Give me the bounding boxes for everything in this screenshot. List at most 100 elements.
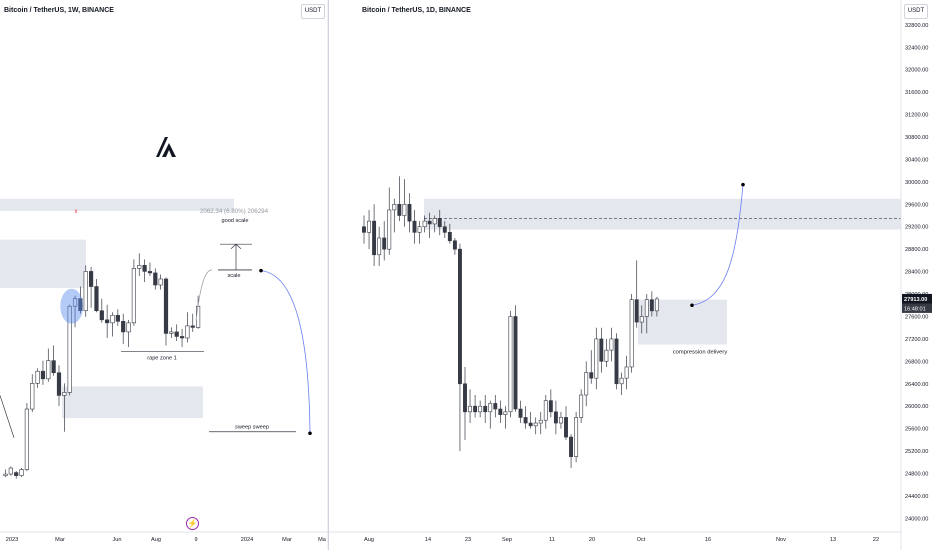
candle-body — [362, 226, 366, 233]
candle-body — [417, 226, 422, 233]
y-tick-label: 31600.00 — [905, 90, 928, 96]
logo-stroke — [162, 143, 176, 157]
candle-body — [115, 314, 120, 322]
candle-body — [629, 299, 634, 368]
x-tick-label: 22 — [873, 537, 879, 543]
trend-line — [0, 395, 15, 438]
path-node — [741, 182, 745, 187]
candle-body — [126, 322, 131, 333]
candle-body — [483, 405, 488, 413]
measure-readout: 2062.34 (6.80%) 206294 — [200, 208, 269, 215]
right-zones — [424, 198, 901, 345]
left-chart-canvas[interactable]: x 2062.34 (6.80%) 206294 good scale scale ra… — [0, 0, 328, 550]
right-chart-title: Bitcoin / TetherUS, 1D, BINANCE — [362, 7, 471, 14]
candle-body — [62, 392, 67, 396]
candle-body — [488, 403, 493, 413]
candle-body — [447, 232, 452, 242]
brand-logo-icon — [156, 137, 176, 157]
candle-body — [56, 372, 62, 396]
candle-body — [14, 472, 19, 476]
right-time-axis: Aug 14 23 Sep 11 20 Oct 16 Nov 13 22 — [329, 531, 901, 543]
right-chart-canvas[interactable]: compression delivery 24000.00 24400.00 248… — [329, 0, 932, 550]
lightning-icon[interactable]: ⚡ — [186, 517, 199, 530]
candle-body — [51, 360, 56, 374]
candle-body — [564, 417, 568, 438]
x-tick-label: 11 — [549, 537, 555, 543]
x-tick-label: 9 — [194, 537, 197, 543]
candle-body — [654, 298, 659, 312]
candle-body — [131, 268, 137, 324]
candle-body — [110, 314, 115, 324]
candle-body — [397, 204, 402, 216]
candle-body — [8, 467, 13, 475]
candle-body — [503, 411, 508, 415]
y-tick-label: 29200.00 — [905, 225, 928, 231]
left-annotations: x 2062.34 (6.80%) 206294 good scale scale ra… — [0, 137, 312, 438]
right-currency-button[interactable]: USDT — [904, 4, 928, 19]
compression-label: compression delivery — [673, 350, 728, 356]
candle-body — [402, 204, 407, 216]
y-tick-label: 29600.00 — [905, 202, 928, 208]
y-tick-label: 24400.00 — [905, 494, 928, 500]
right-annotations: compression delivery — [424, 182, 901, 356]
candle-body — [387, 209, 392, 250]
left-chart-pane[interactable]: Bitcoin / TetherUS, 1W, BINANCE USDT x 20… — [0, 0, 328, 550]
candle-body — [19, 469, 24, 476]
candle-body — [367, 220, 372, 233]
right-price-axis: 24000.00 24400.00 24800.00 25200.00 25600.00… — [900, 0, 932, 550]
x-tick-label: Jun — [112, 537, 121, 543]
y-tick-label: 30800.00 — [905, 135, 928, 141]
left-currency-button[interactable]: USDT — [301, 4, 325, 19]
candle-body — [533, 422, 538, 427]
candle-body — [559, 417, 563, 424]
scale-arrow-head — [230, 243, 242, 249]
y-tick-label: 25600.00 — [905, 427, 928, 433]
candle-body — [158, 278, 163, 286]
zone-box — [62, 386, 203, 419]
countdown-tag — [902, 303, 932, 313]
candle-body — [94, 286, 99, 312]
candle-body — [3, 473, 8, 476]
path-node — [308, 431, 312, 436]
x-tick-label: 20 — [589, 537, 595, 543]
path-node — [690, 303, 694, 308]
zone-box — [424, 198, 901, 230]
y-tick-label: 26400.00 — [905, 382, 928, 388]
x-marker: x — [75, 209, 78, 215]
candle-body — [163, 278, 169, 334]
y-tick-label: 26800.00 — [905, 359, 928, 365]
candle-body — [89, 271, 94, 287]
x-tick-label: 2023 — [6, 537, 18, 543]
last-price-tag — [902, 293, 932, 304]
x-tick-label: 23 — [465, 537, 471, 543]
candle-body — [147, 271, 153, 274]
x-tick-label: 13 — [830, 537, 836, 543]
candle-body — [473, 405, 478, 413]
candle-body — [639, 316, 644, 323]
projection-path — [691, 184, 744, 306]
candle-body — [579, 394, 584, 418]
candle-body — [574, 417, 579, 457]
projection-path-up — [195, 269, 213, 320]
candle-body — [174, 331, 179, 337]
candle-body — [78, 298, 83, 312]
y-tick-label: 28800.00 — [905, 247, 928, 253]
candle-body — [553, 411, 558, 424]
candle-body — [458, 248, 462, 385]
candle-body — [478, 405, 483, 413]
candle-body — [35, 370, 40, 384]
y-tick-label: 32000.00 — [905, 68, 928, 74]
x-tick-label: Aug — [364, 537, 374, 543]
right-chart-pane[interactable]: Bitcoin / TetherUS, 1D, BINANCE USDT com… — [329, 0, 932, 550]
x-tick-label: Oct — [637, 537, 646, 543]
candle-body — [437, 218, 442, 228]
candle-body — [599, 338, 604, 362]
candle-body — [382, 237, 387, 250]
pane-divider[interactable] — [328, 0, 329, 550]
candle-body — [67, 305, 72, 393]
candle-body — [589, 372, 594, 379]
candle-body — [153, 272, 158, 286]
candle-body — [508, 316, 513, 413]
y-tick-label: 27200.00 — [905, 337, 928, 343]
candle-body — [185, 325, 190, 339]
